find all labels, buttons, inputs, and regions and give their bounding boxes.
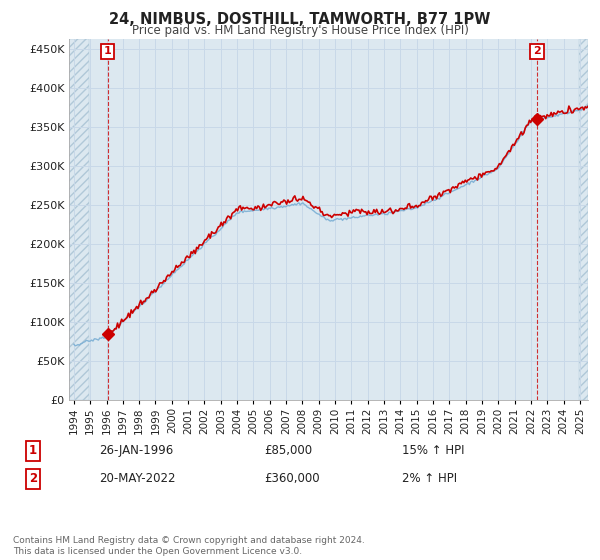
- Text: £360,000: £360,000: [264, 472, 320, 486]
- Text: 2: 2: [533, 46, 541, 57]
- Text: 2% ↑ HPI: 2% ↑ HPI: [402, 472, 457, 486]
- Text: £85,000: £85,000: [264, 444, 312, 458]
- Text: 2: 2: [29, 472, 37, 486]
- Text: Contains HM Land Registry data © Crown copyright and database right 2024.
This d: Contains HM Land Registry data © Crown c…: [13, 536, 365, 556]
- Text: 1: 1: [29, 444, 37, 458]
- Text: 1: 1: [104, 46, 112, 57]
- Text: 26-JAN-1996: 26-JAN-1996: [99, 444, 173, 458]
- Text: 20-MAY-2022: 20-MAY-2022: [99, 472, 176, 486]
- Text: 24, NIMBUS, DOSTHILL, TAMWORTH, B77 1PW: 24, NIMBUS, DOSTHILL, TAMWORTH, B77 1PW: [109, 12, 491, 27]
- Text: 15% ↑ HPI: 15% ↑ HPI: [402, 444, 464, 458]
- Text: Price paid vs. HM Land Registry's House Price Index (HPI): Price paid vs. HM Land Registry's House …: [131, 24, 469, 37]
